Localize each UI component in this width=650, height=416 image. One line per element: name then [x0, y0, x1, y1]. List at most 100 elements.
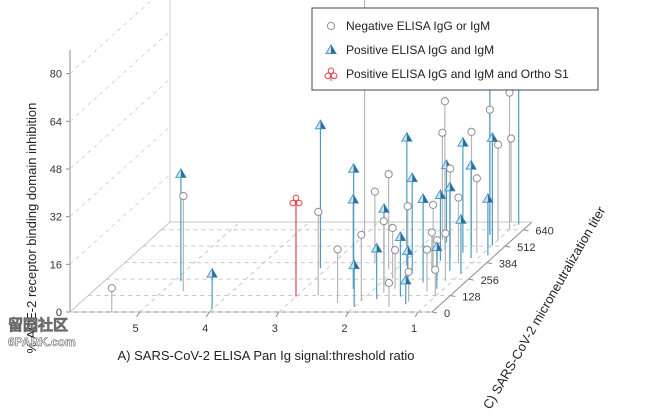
data-point-circle [446, 164, 455, 173]
x-tick-label: 2 [341, 323, 347, 335]
data-point-circle [384, 278, 394, 288]
grid-line-z [69, 126, 171, 218]
y-tick-mark [523, 229, 529, 232]
data-point-circle [438, 128, 447, 137]
data-point-triangle [401, 244, 414, 255]
y-tick-mark [431, 311, 438, 314]
y-tick-mark [468, 278, 474, 281]
watermark: 留园社区 6PARK.com [8, 316, 76, 350]
data-point-circle [404, 267, 413, 277]
x-tick-label: 1 [411, 323, 417, 335]
z-tick-label: 80 [50, 69, 62, 81]
x-tick-mark [205, 311, 210, 318]
data-point-circle [485, 105, 494, 114]
data-point-circle [467, 127, 476, 137]
y-tick-mark [486, 262, 492, 265]
data-point-triangle [457, 136, 469, 147]
data-point-triangle [465, 159, 477, 170]
x-axis-ticks: 5 4 3 2 1 [133, 311, 419, 335]
data-point-circle [428, 200, 438, 209]
x-tick-mark [136, 311, 141, 318]
data-point-circle [370, 187, 380, 196]
z-axis-ticks: 0 16 32 48 64 80 [50, 69, 70, 319]
data-point-circle [384, 170, 393, 179]
legend-label: Positive ELISA IgG and IgM and Ortho S1 [346, 67, 569, 81]
data-point-triangle [406, 172, 419, 183]
grid-line-x [417, 221, 519, 313]
data-point-triangle [314, 119, 327, 130]
data-point-triangle [348, 259, 361, 270]
data-point-triangle [434, 189, 447, 200]
legend-marker-clover [324, 67, 338, 81]
y-tick-mark [505, 245, 511, 248]
data-point-triangle [443, 181, 456, 192]
watermark-site: 6PARK.com [8, 335, 76, 349]
y-tick-mark [450, 295, 456, 298]
data-point-circle [441, 229, 450, 238]
z-tick-label: 0 [56, 307, 62, 319]
y-tick-label: 512 [517, 242, 535, 254]
data-point-circle [507, 134, 516, 143]
data-point-triangle [174, 167, 187, 178]
data-point-triangle [370, 242, 383, 253]
z-tick-label: 64 [50, 116, 62, 128]
data-point-triangle [486, 131, 499, 142]
floor-edge-left [69, 221, 171, 313]
data-point-triangle [430, 241, 443, 252]
data-point-circle [107, 284, 116, 293]
watermark-cn: 留园社区 [8, 316, 68, 334]
legend-label: Negative ELISA IgG or IgM [346, 19, 490, 33]
z-tick-label: 32 [50, 212, 62, 224]
x-axis-label: A) SARS-CoV-2 ELISA Pan Ig signal:thresh… [118, 348, 415, 363]
marker-layer [107, 21, 525, 293]
data-point-triangle [482, 192, 494, 203]
y-tick-label: 0 [444, 308, 450, 320]
data-point-circle [314, 207, 323, 216]
data-point-circle [454, 193, 463, 202]
data-point-circle [179, 191, 188, 201]
legend-label: Positive ELISA IgG and IgM [346, 43, 494, 57]
y-tick-label: 128 [462, 292, 480, 304]
data-point-triangle [347, 162, 360, 173]
data-point-circle [440, 97, 449, 106]
grid-line-x [139, 221, 240, 313]
x-tick-mark [414, 311, 419, 318]
data-point-circle [422, 245, 432, 254]
data-point-triangle [417, 193, 429, 203]
y-tick-label: 384 [499, 259, 517, 271]
z-axis-label: % ACE-2 receptor binding domain inhibiti… [24, 103, 39, 354]
data-point-circle [357, 230, 366, 239]
data-point-circle [388, 223, 397, 233]
y-axis-line [431, 221, 533, 313]
legend-marker-circle [326, 21, 336, 31]
data-point-triangle [394, 230, 407, 241]
grid-line-z [69, 173, 171, 265]
y-tick-label: 640 [535, 226, 553, 238]
data-point-circle [333, 245, 342, 254]
legend-marker-triangle [325, 44, 337, 54]
data-point-circle [379, 217, 388, 226]
data-point-triangle [378, 202, 390, 213]
data-point-clover [289, 194, 303, 209]
data-point-triangle [399, 274, 412, 285]
data-point-circle [431, 265, 440, 274]
legend: Negative ELISA IgG or IgM Positive ELISA … [311, 7, 599, 91]
data-point-circle [403, 202, 412, 211]
z-tick-label: 48 [50, 164, 62, 176]
x-tick-mark [275, 311, 280, 318]
data-point-circle [493, 140, 503, 149]
data-point-circle [390, 246, 400, 255]
x-tick-mark [345, 311, 349, 318]
data-point-circle [472, 174, 481, 183]
data-point-triangle [347, 193, 360, 204]
legend-box [311, 7, 599, 91]
data-point-circle [427, 228, 436, 237]
x-tick-label: 3 [272, 323, 278, 335]
grid-line-z [69, 0, 153, 74]
data-point-triangle [206, 267, 218, 278]
grid-line-z [69, 78, 171, 170]
data-point-triangle [455, 213, 467, 224]
